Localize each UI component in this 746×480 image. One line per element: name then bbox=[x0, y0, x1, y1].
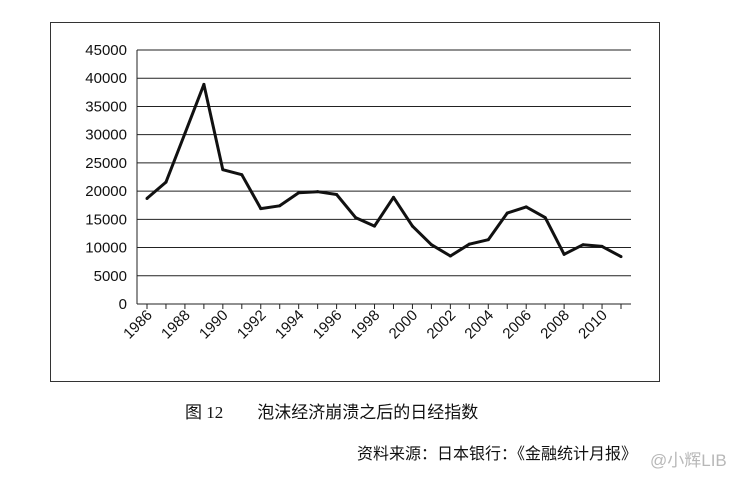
data-point bbox=[259, 207, 263, 211]
x-tick-label: 2010 bbox=[575, 307, 611, 343]
x-tick-label: 1998 bbox=[348, 307, 384, 343]
y-tick-label: 40000 bbox=[85, 70, 127, 87]
data-point bbox=[202, 82, 206, 86]
x-tick-label: 2002 bbox=[424, 307, 460, 343]
data-point bbox=[486, 238, 490, 242]
y-tick-label: 25000 bbox=[85, 155, 127, 172]
series-layer bbox=[145, 82, 623, 259]
y-axis: 0 5000 10000 15000 20000 25000 30000 35000 40000… bbox=[85, 42, 138, 313]
y-tick-label: 0 bbox=[119, 296, 127, 313]
y-tick-label: 5000 bbox=[94, 268, 127, 285]
x-tick-label: 1992 bbox=[234, 307, 270, 343]
data-point bbox=[543, 216, 547, 220]
x-tick-label: 1994 bbox=[272, 307, 308, 343]
line-chart: 0 5000 10000 15000 20000 25000 30000 35000 40000… bbox=[85, 42, 631, 343]
data-point bbox=[335, 192, 339, 196]
y-tick-label: 15000 bbox=[85, 211, 127, 228]
source-note: 资料来源：日本银行：《金融统计月报》 bbox=[357, 446, 638, 463]
data-point bbox=[145, 196, 149, 200]
x-tick-label: 1990 bbox=[196, 307, 232, 343]
data-point bbox=[429, 243, 433, 247]
data-point bbox=[562, 252, 566, 256]
data-point bbox=[619, 255, 623, 259]
x-tick-label: 2006 bbox=[499, 307, 535, 343]
data-point bbox=[448, 254, 452, 258]
x-tick-label: 1996 bbox=[310, 307, 346, 343]
figure-number: 图 12 bbox=[185, 403, 224, 422]
data-point bbox=[373, 224, 377, 228]
data-point bbox=[278, 204, 282, 208]
data-point bbox=[524, 205, 528, 209]
data-point bbox=[164, 180, 168, 184]
data-point bbox=[505, 211, 509, 215]
grid-layer bbox=[137, 49, 631, 305]
data-point bbox=[221, 168, 225, 172]
series-line bbox=[146, 82, 622, 258]
y-tick-label: 45000 bbox=[85, 42, 127, 59]
data-point bbox=[391, 195, 395, 199]
data-point bbox=[297, 191, 301, 195]
data-point bbox=[600, 244, 604, 248]
data-point bbox=[467, 242, 471, 246]
x-tick-label: 1988 bbox=[158, 307, 194, 343]
data-point bbox=[354, 216, 358, 220]
y-tick-label: 30000 bbox=[85, 127, 127, 144]
data-point bbox=[316, 190, 320, 194]
data-point bbox=[410, 224, 414, 228]
y-tick-label: 10000 bbox=[85, 240, 127, 257]
x-tick-label: 2004 bbox=[461, 307, 497, 343]
data-point bbox=[240, 173, 244, 177]
x-tick-label: 2000 bbox=[386, 307, 422, 343]
data-point bbox=[183, 132, 187, 136]
figure-caption: 图 12 泡沫经济崩溃之后的日经指数 bbox=[185, 398, 478, 423]
y-tick-label: 35000 bbox=[85, 98, 127, 115]
data-point bbox=[581, 243, 585, 247]
x-tick-label: 2008 bbox=[537, 307, 573, 343]
figure-title: 泡沫经济崩溃之后的日经指数 bbox=[257, 403, 479, 422]
x-axis: 1986 1988 1990 1992 1994 1996 1998 2000 2002 2004… bbox=[120, 304, 622, 343]
chart-frame: 0 5000 10000 15000 20000 25000 30000 35000 40000… bbox=[50, 22, 660, 382]
y-tick-label: 20000 bbox=[85, 183, 127, 200]
watermark: @小辉LIB bbox=[650, 451, 727, 470]
